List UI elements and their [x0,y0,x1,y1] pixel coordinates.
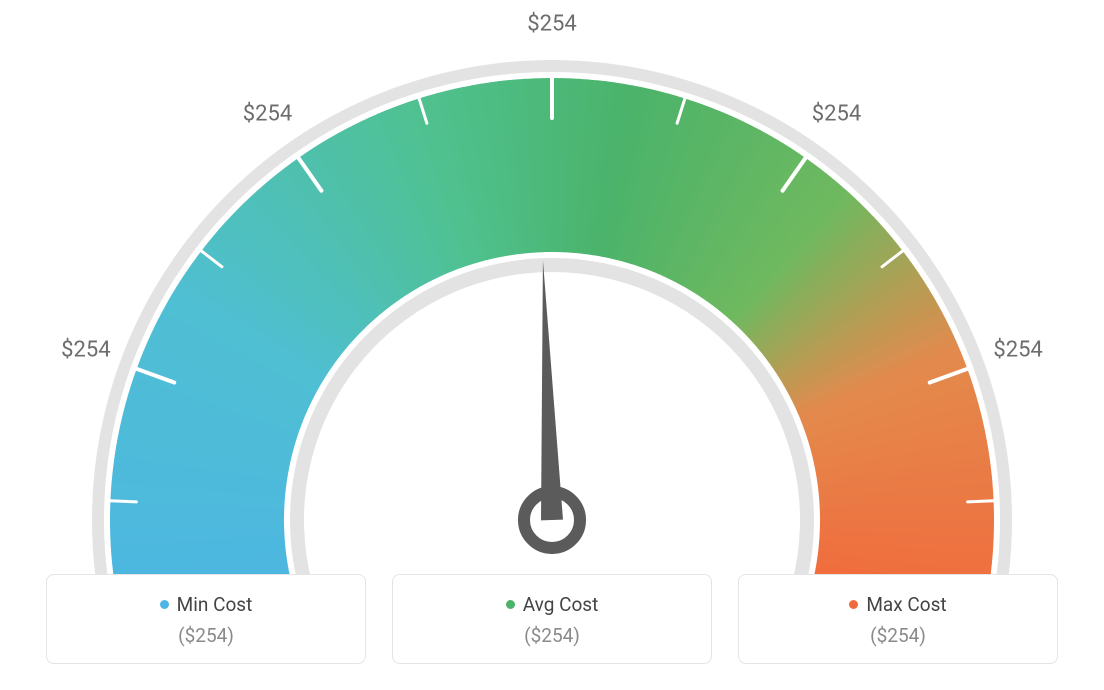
avg-cost-label: Avg Cost [523,593,599,616]
gauge-tick-label: $254 [61,338,110,363]
avg-dot-icon [506,600,515,609]
gauge-tick-label: $254 [812,101,861,126]
min-cost-label: Min Cost [177,593,253,616]
max-cost-value: ($254) [749,624,1047,647]
avg-cost-value: ($254) [403,624,701,647]
max-cost-label: Max Cost [866,593,946,616]
max-cost-card: Max Cost ($254) [738,574,1058,664]
gauge-tick-label: $254 [527,12,576,37]
min-dot-icon [160,600,169,609]
gauge-tick-label: $254 [993,338,1042,363]
gauge-chart: $254$254$254$254$254$254$254 [0,0,1104,560]
min-cost-value: ($254) [57,624,355,647]
min-cost-card: Min Cost ($254) [46,574,366,664]
gauge-tick-label: $254 [243,101,292,126]
avg-cost-card: Avg Cost ($254) [392,574,712,664]
max-dot-icon [849,600,858,609]
legend-cards: Min Cost ($254) Avg Cost ($254) Max Cost… [46,574,1058,664]
